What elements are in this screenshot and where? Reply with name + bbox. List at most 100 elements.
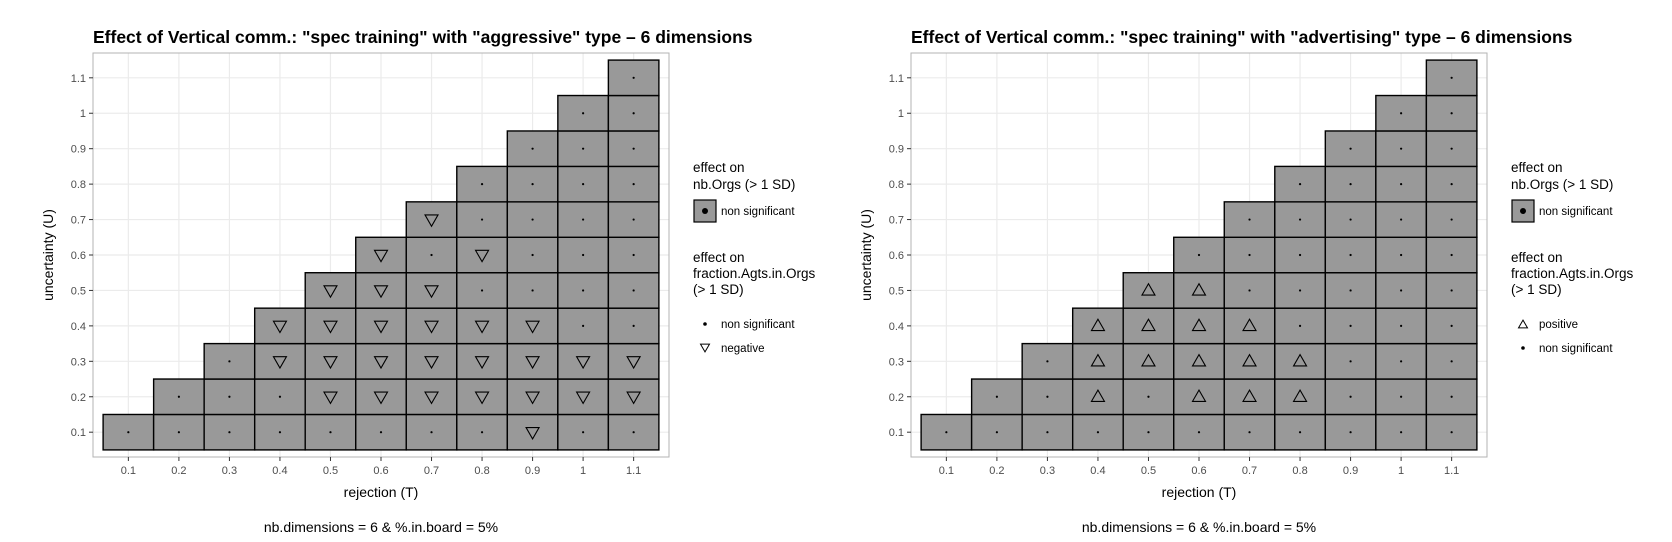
tile (405, 342, 458, 380)
tile-marker (379, 431, 383, 434)
tile-marker (525, 391, 541, 405)
tile-marker (632, 218, 635, 221)
tile-marker (1090, 353, 1106, 367)
tile-marker (1191, 353, 1207, 367)
tile-marker (1090, 388, 1106, 402)
x-axis-title: rejection (T) (344, 484, 419, 500)
y-axis-title: uncertainty (U) (40, 209, 56, 301)
tile-marker (480, 183, 484, 186)
tile-marker (525, 320, 541, 334)
tile-marker (1400, 324, 1403, 327)
tile (355, 378, 407, 416)
tile-marker (228, 360, 231, 363)
tile-marker (373, 391, 389, 405)
chart-title: Effect of Vertical comm.: "spec training… (93, 27, 753, 47)
tile (1274, 342, 1327, 380)
legend-down-triangle-marker (699, 343, 711, 353)
tile (405, 272, 458, 309)
tile (355, 342, 407, 380)
tile-marker (632, 289, 635, 292)
tile-marker (177, 431, 180, 434)
tile-marker (1242, 353, 1257, 367)
y-tick-label: 0.8 (889, 179, 904, 191)
tile-marker (582, 253, 585, 257)
tile-marker (1450, 112, 1453, 115)
x-tick-label: 0.9 (525, 465, 540, 477)
tile-marker (995, 431, 998, 434)
tile (506, 413, 559, 451)
tile-marker (373, 356, 389, 370)
tile (304, 342, 357, 380)
tile (1122, 342, 1175, 380)
y-tick-label: 0.7 (889, 215, 904, 227)
x-tick-label: 0.5 (323, 465, 338, 477)
tile-marker (1141, 353, 1156, 367)
tile-marker (1298, 253, 1302, 257)
tile-marker (1400, 147, 1403, 150)
tile-marker (1096, 431, 1100, 434)
tile (304, 378, 357, 416)
tile-marker (1349, 289, 1352, 292)
tile (1071, 378, 1124, 416)
chart-advertising: Effect of Vertical comm.: "spec training… (858, 27, 1634, 535)
legend-item-label: non significant (721, 319, 795, 331)
tile (1274, 378, 1327, 416)
legend-shape-title-line: (> 1 SD) (1511, 282, 1562, 297)
tile-marker (1349, 360, 1352, 363)
tile (506, 307, 559, 345)
tile-marker (1046, 431, 1049, 434)
x-tick-label: 0.3 (1040, 465, 1055, 477)
legend-shape-title-line: fraction.Agts.in.Orgs (1511, 266, 1634, 281)
legend-item-label: non significant (721, 206, 795, 218)
tile-marker (1248, 289, 1251, 292)
tile-marker (626, 356, 642, 370)
tile-marker (1450, 218, 1453, 221)
tile-marker (582, 183, 585, 186)
tile (607, 201, 660, 238)
legend-dot-marker (703, 322, 707, 326)
tile (456, 342, 509, 380)
legend-item-label: non significant (1539, 206, 1613, 218)
tile (1071, 307, 1124, 345)
tile-marker (474, 320, 490, 334)
y-tick-label: 0.9 (889, 144, 904, 156)
legend-key-dot (702, 208, 708, 214)
legend-dot-marker (1521, 346, 1525, 350)
tile-marker (1248, 218, 1251, 221)
tile-marker (373, 285, 389, 299)
tile-marker (1147, 431, 1150, 434)
tile-marker (1248, 253, 1251, 257)
legend-shape-title-line: fraction.Agts.in.Orgs (693, 266, 816, 281)
chart-caption: nb.dimensions = 6 & %.in.board = 5% (264, 519, 498, 535)
tile-marker (1400, 431, 1403, 434)
tile (1173, 272, 1225, 309)
tile-marker (480, 431, 484, 434)
legend-item-label: negative (721, 343, 764, 355)
tile (1223, 378, 1276, 416)
tile-marker (480, 289, 484, 292)
legend-shape-title-line: effect on (1511, 250, 1563, 265)
tile-marker (1298, 289, 1302, 292)
x-tick-label: 0.5 (1141, 465, 1156, 477)
tile-marker (474, 391, 490, 405)
tile-marker (272, 320, 288, 334)
tile-marker (424, 214, 439, 228)
tile-marker (424, 320, 439, 334)
tile (1223, 342, 1276, 380)
tile-marker (127, 431, 130, 434)
legend: effect on nb.Orgs (> 1 SD) non significant… (693, 160, 816, 355)
tile-marker (1400, 112, 1403, 115)
tile (456, 236, 509, 274)
tile-marker (1400, 218, 1403, 221)
tile-marker (1400, 183, 1403, 186)
tile-marker (632, 431, 635, 434)
tile (1223, 307, 1276, 345)
x-tick-label: 0.7 (1242, 465, 1257, 477)
tile-marker (228, 395, 231, 398)
tile-marker (575, 391, 591, 405)
x-tick-label: 0.7 (424, 465, 439, 477)
tile-marker (1141, 318, 1156, 332)
y-tick-label: 1 (80, 108, 86, 120)
chart-title: Effect of Vertical comm.: "spec training… (911, 27, 1573, 47)
legend-fill-title-line: nb.Orgs (> 1 SD) (1511, 177, 1613, 192)
